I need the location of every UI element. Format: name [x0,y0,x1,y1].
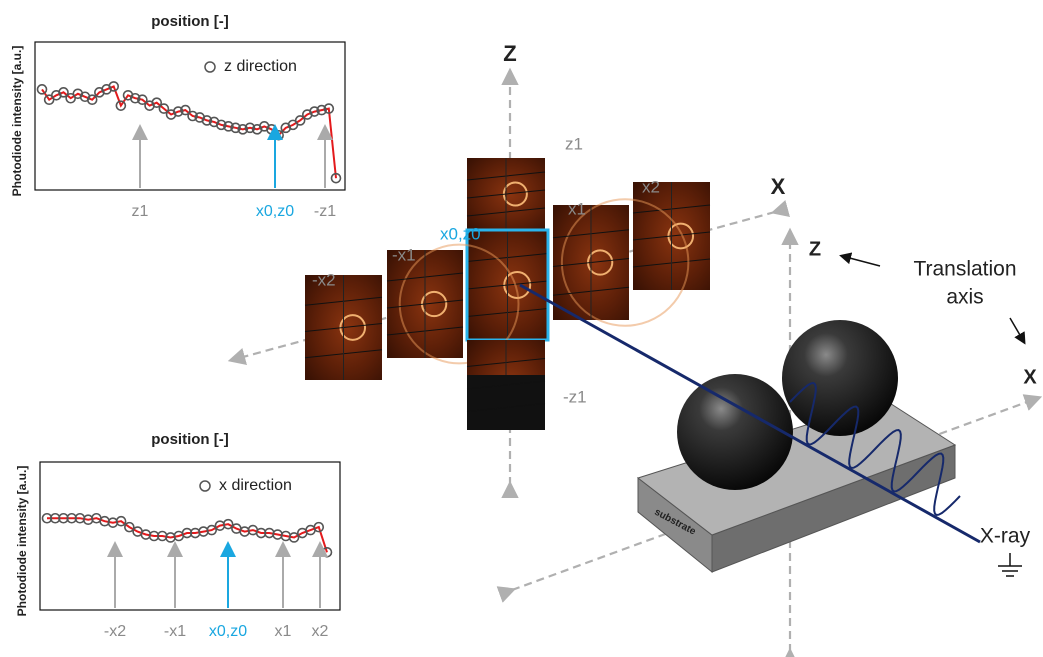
tile-label: x0,z0 [440,224,481,243]
legend-label: z direction [224,58,297,75]
pointer-label: x2 [312,623,329,640]
pointer-label: -z1 [314,203,336,220]
tile-label: z1 [565,134,583,153]
axis-label: X [1023,366,1037,388]
plot-title: position [-] [151,431,228,448]
legend-marker [200,481,210,491]
axis-label: Z [503,41,516,66]
pointer-label: x0,z0 [209,623,247,640]
tile-label: x1 [568,199,586,218]
y-axis-label: Photodiode intensity [a.u.] [10,46,24,197]
translation-label: Translation [913,258,1016,281]
translation-label: axis [946,286,983,309]
arrow [1010,318,1024,342]
tile-label: x2 [642,177,660,196]
tile-label: -x1 [392,245,416,264]
pointer-label: x0,z0 [256,203,294,220]
y-axis-label: Photodiode intensity [a.u.] [15,466,29,617]
xray-label: X-ray [980,525,1031,548]
legend-label: x direction [219,477,292,494]
plot-title: position [-] [151,13,228,30]
pointer-label: -x2 [104,623,126,640]
figure: z1x2x1x0,z0-x1-x2-z1 substrate Z X Z X T… [0,0,1043,657]
image-tile-dark [467,375,545,430]
axis-label: X [771,174,786,199]
tile-label: -x2 [312,270,336,289]
pointer-label: -x1 [164,623,186,640]
legend-marker [205,62,215,72]
pointer-label: z1 [132,203,149,220]
sphere [677,374,793,490]
axis-label: Z [809,238,821,260]
tile-label: -z1 [563,387,587,406]
pointer-label: x1 [275,623,292,640]
arrow [842,256,880,266]
ground-symbol [998,553,1022,576]
